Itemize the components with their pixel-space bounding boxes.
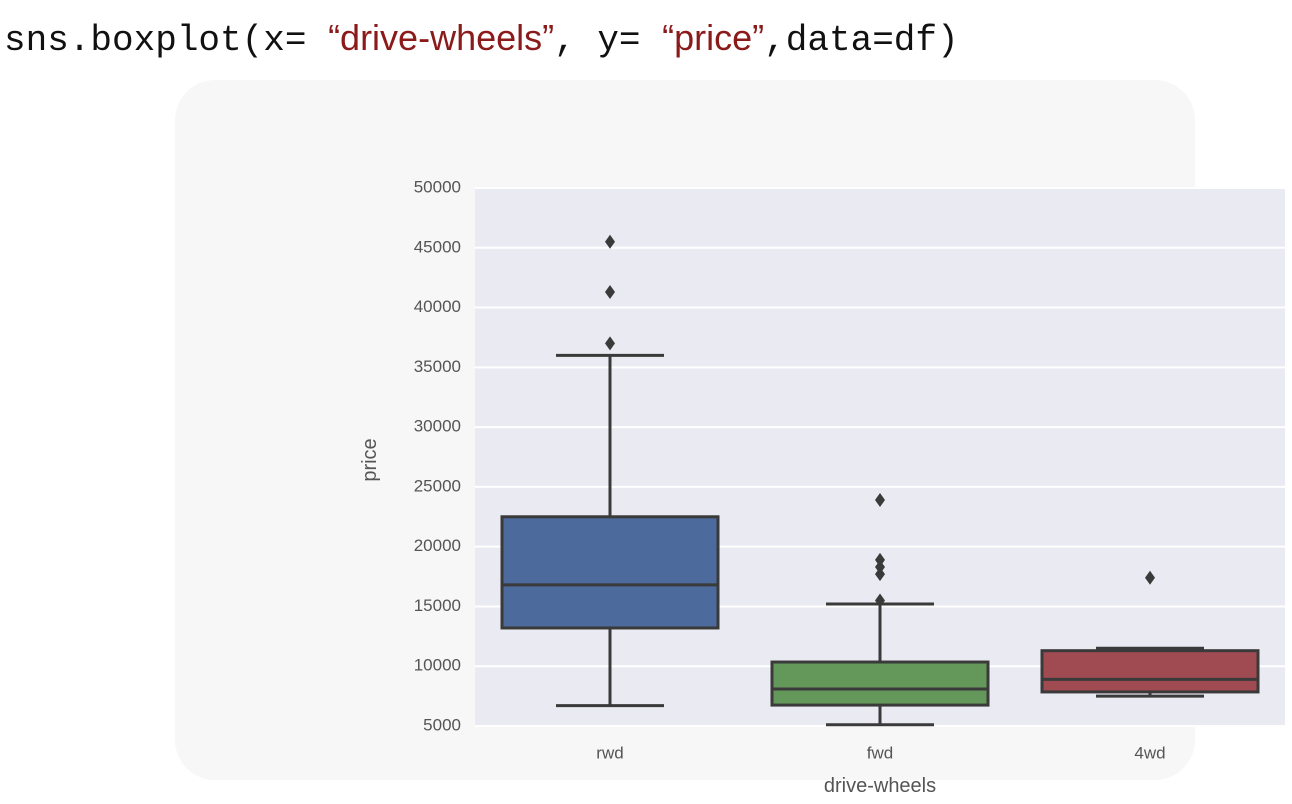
y-tick-label: 10000 (414, 656, 461, 675)
code-segment: , y= (554, 20, 662, 61)
box (500, 515, 720, 630)
y-tick-label: 50000 (414, 177, 461, 196)
code-line: sns.boxplot(x= “drive-wheels”, y= “price… (4, 17, 959, 61)
y-tick-label: 25000 (414, 476, 461, 495)
y-tick-label: 15000 (414, 596, 461, 615)
code-segment: ,data=df) (764, 20, 958, 61)
y-tick-label: 45000 (414, 237, 461, 256)
code-segment: “price” (662, 17, 764, 58)
x-tick-label: 4wd (1134, 743, 1165, 762)
x-axis-label: drive-wheels (824, 775, 936, 797)
box (770, 660, 990, 707)
outlier (875, 552, 885, 567)
box (1040, 649, 1260, 694)
outlier (875, 593, 885, 608)
outlier (1145, 570, 1155, 585)
y-axis-label: price (359, 438, 381, 481)
outlier (605, 285, 615, 300)
y-tick-label: 30000 (414, 417, 461, 436)
x-tick-label: rwd (596, 743, 623, 762)
y-tick-label: 40000 (414, 297, 461, 316)
outlier (875, 567, 885, 582)
x-tick-label: fwd (867, 743, 893, 762)
y-tick-label: 5000 (423, 715, 461, 734)
outlier (605, 336, 615, 351)
outlier (605, 234, 615, 249)
outlier (875, 493, 885, 508)
code-segment: sns.boxplot(x= (4, 20, 328, 61)
code-segment: “drive-wheels” (328, 17, 554, 58)
y-tick-label: 35000 (414, 357, 461, 376)
outlier (875, 559, 885, 574)
y-tick-label: 20000 (414, 536, 461, 555)
